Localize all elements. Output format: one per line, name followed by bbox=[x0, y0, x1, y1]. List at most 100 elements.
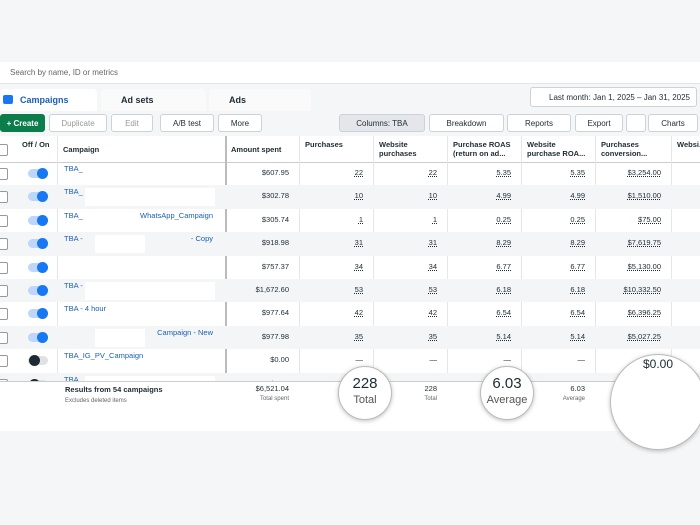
header[interactable]: Website purchases bbox=[379, 140, 417, 158]
campaign-name[interactable]: Campaign - New bbox=[157, 327, 213, 337]
campaign-name[interactable]: TBA_ bbox=[64, 187, 83, 197]
checkbox[interactable] bbox=[0, 355, 8, 368]
metric[interactable]: 42 bbox=[354, 308, 363, 318]
header[interactable]: Purchases conversion... bbox=[601, 140, 648, 158]
metric: $1,672.60 bbox=[255, 285, 289, 294]
metric[interactable]: 22 bbox=[428, 168, 437, 177]
checkbox[interactable] bbox=[0, 331, 8, 344]
metric[interactable]: $75.00 bbox=[638, 214, 661, 224]
metric[interactable]: $1,510.00 bbox=[627, 191, 661, 201]
checkbox[interactable] bbox=[0, 168, 8, 180]
header[interactable]: Purchase ROAS (return on ad... bbox=[453, 140, 511, 158]
header[interactable]: Amount spent bbox=[231, 145, 282, 154]
magnified-value: 6.03 bbox=[492, 375, 522, 392]
checkbox[interactable] bbox=[0, 214, 8, 227]
toolbar-button[interactable]: More bbox=[218, 114, 262, 132]
metric[interactable]: 22 bbox=[354, 168, 363, 177]
metric[interactable]: 0.25 bbox=[496, 214, 511, 224]
metric[interactable]: 8.29 bbox=[496, 238, 511, 248]
campaign-name[interactable]: TBA - 4 hour bbox=[64, 304, 107, 314]
metric[interactable]: 31 bbox=[428, 238, 437, 248]
toolbar-button[interactable]: Columns: TBA bbox=[339, 114, 425, 132]
header[interactable]: Websi... bbox=[677, 140, 700, 149]
total-value: 6.03 bbox=[570, 384, 585, 393]
metric[interactable]: 6.54 bbox=[496, 308, 511, 318]
metric[interactable]: 6.18 bbox=[496, 285, 511, 294]
tab[interactable]: Ads bbox=[209, 89, 311, 111]
magnifier: $0.00 bbox=[610, 354, 700, 450]
metric[interactable]: 6.77 bbox=[570, 261, 585, 271]
toolbar-button[interactable]: + Create bbox=[0, 114, 45, 132]
tab[interactable]: Ad sets bbox=[101, 89, 206, 111]
campaign-name[interactable]: TBA_ bbox=[64, 164, 83, 173]
campaign-name[interactable]: TBA_ bbox=[64, 210, 83, 220]
tab[interactable]: Campaigns bbox=[0, 89, 97, 111]
metric[interactable]: 5.35 bbox=[570, 168, 585, 177]
metric[interactable]: 34 bbox=[354, 261, 363, 271]
toolbar-button[interactable]: Charts bbox=[648, 114, 698, 132]
campaign-name[interactable]: - Copy bbox=[190, 234, 213, 244]
toolbar-button[interactable]: Breakdown bbox=[429, 114, 504, 132]
toolbar-button[interactable]: Duplicate bbox=[49, 114, 107, 132]
metric[interactable]: 35 bbox=[428, 331, 437, 341]
metric[interactable]: 1 bbox=[432, 214, 437, 224]
metric[interactable]: $10,332.50 bbox=[623, 285, 661, 294]
export-dropdown[interactable] bbox=[626, 114, 646, 132]
metric[interactable]: $3,254.00 bbox=[627, 168, 661, 177]
campaign-name[interactable]: WhatsApp_Campaign bbox=[140, 210, 213, 220]
checkbox[interactable] bbox=[0, 261, 8, 274]
checkbox[interactable] bbox=[0, 238, 8, 251]
metric[interactable]: 6.54 bbox=[570, 308, 585, 318]
metric[interactable]: 42 bbox=[428, 308, 437, 318]
header[interactable]: Campaign bbox=[63, 145, 100, 154]
results-note: Excludes deleted items bbox=[65, 398, 127, 404]
header[interactable]: Off / On bbox=[22, 140, 50, 149]
checkbox[interactable] bbox=[0, 285, 8, 297]
metric[interactable]: 5.35 bbox=[496, 168, 511, 177]
date-range[interactable]: Last month: Jan 1, 2025 – Jan 31, 2025 bbox=[530, 87, 697, 107]
checkbox[interactable] bbox=[0, 308, 8, 321]
metric[interactable]: 0.25 bbox=[570, 214, 585, 224]
campaign-name[interactable]: TBA - bbox=[64, 234, 83, 244]
metric[interactable]: 1 bbox=[358, 214, 363, 224]
metric[interactable]: 53 bbox=[428, 285, 437, 294]
metric[interactable]: 10 bbox=[428, 191, 437, 201]
campaign-name[interactable]: TBA - bbox=[64, 281, 83, 290]
header[interactable]: Purchases bbox=[305, 140, 343, 149]
header[interactable]: Website purchase ROA... bbox=[527, 140, 586, 158]
metric[interactable]: 8.29 bbox=[570, 238, 585, 248]
metric[interactable]: 5.14 bbox=[496, 331, 511, 341]
metric[interactable]: 53 bbox=[354, 285, 363, 294]
campaign-name[interactable]: TBA_ bbox=[64, 374, 83, 384]
metric[interactable]: 31 bbox=[354, 238, 363, 248]
metric[interactable]: $5,130.00 bbox=[627, 261, 661, 271]
total-value: $6,521.04 bbox=[255, 384, 289, 393]
metric[interactable]: 10 bbox=[354, 191, 363, 201]
checkbox[interactable] bbox=[0, 144, 8, 156]
toolbar-button[interactable]: Reports bbox=[507, 114, 571, 132]
toolbar-button[interactable]: Export bbox=[575, 114, 623, 132]
search-bar[interactable]: Search by name, ID or metrics bbox=[0, 62, 700, 84]
magnified-value: 228 bbox=[352, 375, 378, 392]
metric[interactable]: 4.99 bbox=[496, 191, 511, 201]
redaction bbox=[85, 282, 215, 300]
metric[interactable]: 6.77 bbox=[496, 261, 511, 271]
metric[interactable]: 5.14 bbox=[570, 331, 585, 341]
metric[interactable]: $6,396.25 bbox=[627, 308, 661, 318]
redaction bbox=[95, 211, 145, 230]
metric[interactable]: $5,027.25 bbox=[627, 331, 661, 341]
metric[interactable]: — bbox=[503, 355, 512, 365]
metric[interactable]: 35 bbox=[354, 331, 363, 341]
metric[interactable]: 4.99 bbox=[570, 191, 585, 201]
metric[interactable]: 6.18 bbox=[570, 285, 585, 294]
checkbox[interactable] bbox=[0, 191, 8, 204]
campaign-name[interactable]: TBA_IG_PV_Campaign bbox=[64, 351, 144, 361]
magnified-label: Total bbox=[353, 394, 377, 406]
metric[interactable]: — bbox=[577, 355, 586, 365]
toolbar-button[interactable]: A/B test bbox=[160, 114, 214, 132]
toolbar-button[interactable]: Edit bbox=[111, 114, 153, 132]
metric[interactable]: — bbox=[429, 355, 438, 365]
metric[interactable]: 34 bbox=[428, 261, 437, 271]
metric[interactable]: — bbox=[355, 355, 364, 365]
metric[interactable]: $7,619.75 bbox=[627, 238, 661, 248]
